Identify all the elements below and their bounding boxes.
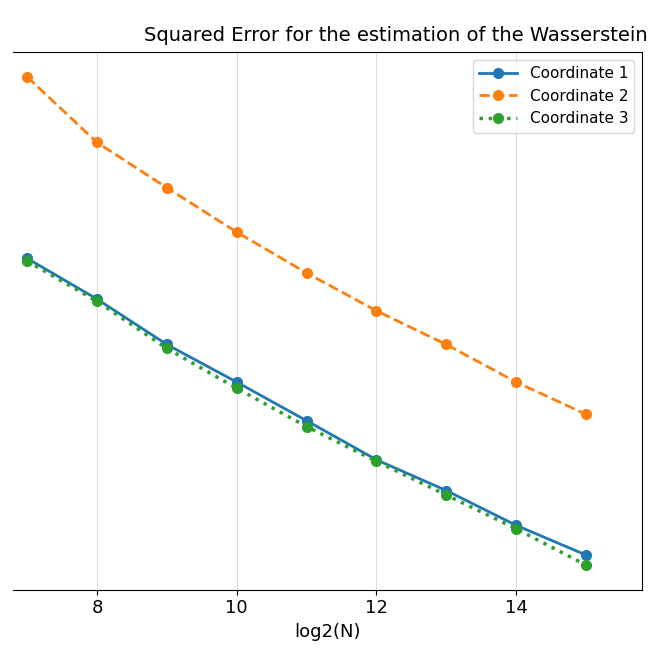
X-axis label: log2(N): log2(N) bbox=[294, 623, 361, 641]
Coordinate 3 bbox=[163, 345, 171, 352]
Coordinate 3 bbox=[303, 422, 310, 430]
Coordinate 3 bbox=[582, 561, 590, 569]
Coordinate 2 bbox=[23, 73, 31, 81]
Coordinate 2 bbox=[512, 378, 520, 386]
Coordinate 1 bbox=[582, 551, 590, 559]
Coordinate 2 bbox=[442, 341, 450, 348]
Coordinate 3 bbox=[233, 384, 240, 392]
Line: Coordinate 2: Coordinate 2 bbox=[22, 72, 591, 419]
Coordinate 1 bbox=[23, 254, 31, 262]
Coordinate 3 bbox=[93, 297, 101, 305]
Legend: Coordinate 1, Coordinate 2, Coordinate 3: Coordinate 1, Coordinate 2, Coordinate 3 bbox=[473, 60, 634, 132]
Coordinate 2 bbox=[582, 411, 590, 419]
Coordinate 1 bbox=[442, 487, 450, 495]
Coordinate 3 bbox=[23, 257, 31, 265]
Text: Squared Error for the estimation of the Wasserstein distance: Squared Error for the estimation of the … bbox=[144, 26, 655, 45]
Coordinate 3 bbox=[512, 525, 520, 533]
Coordinate 1 bbox=[373, 456, 381, 464]
Coordinate 2 bbox=[93, 138, 101, 146]
Line: Coordinate 1: Coordinate 1 bbox=[22, 253, 591, 560]
Coordinate 2 bbox=[303, 269, 310, 277]
Coordinate 2 bbox=[233, 228, 240, 236]
Coordinate 1 bbox=[93, 295, 101, 303]
Coordinate 1 bbox=[303, 417, 310, 424]
Line: Coordinate 3: Coordinate 3 bbox=[22, 256, 591, 570]
Coordinate 2 bbox=[373, 307, 381, 314]
Coordinate 1 bbox=[163, 341, 171, 348]
Coordinate 3 bbox=[373, 457, 381, 465]
Coordinate 3 bbox=[442, 491, 450, 499]
Coordinate 1 bbox=[512, 521, 520, 529]
Coordinate 2 bbox=[163, 184, 171, 192]
Coordinate 1 bbox=[233, 378, 240, 386]
